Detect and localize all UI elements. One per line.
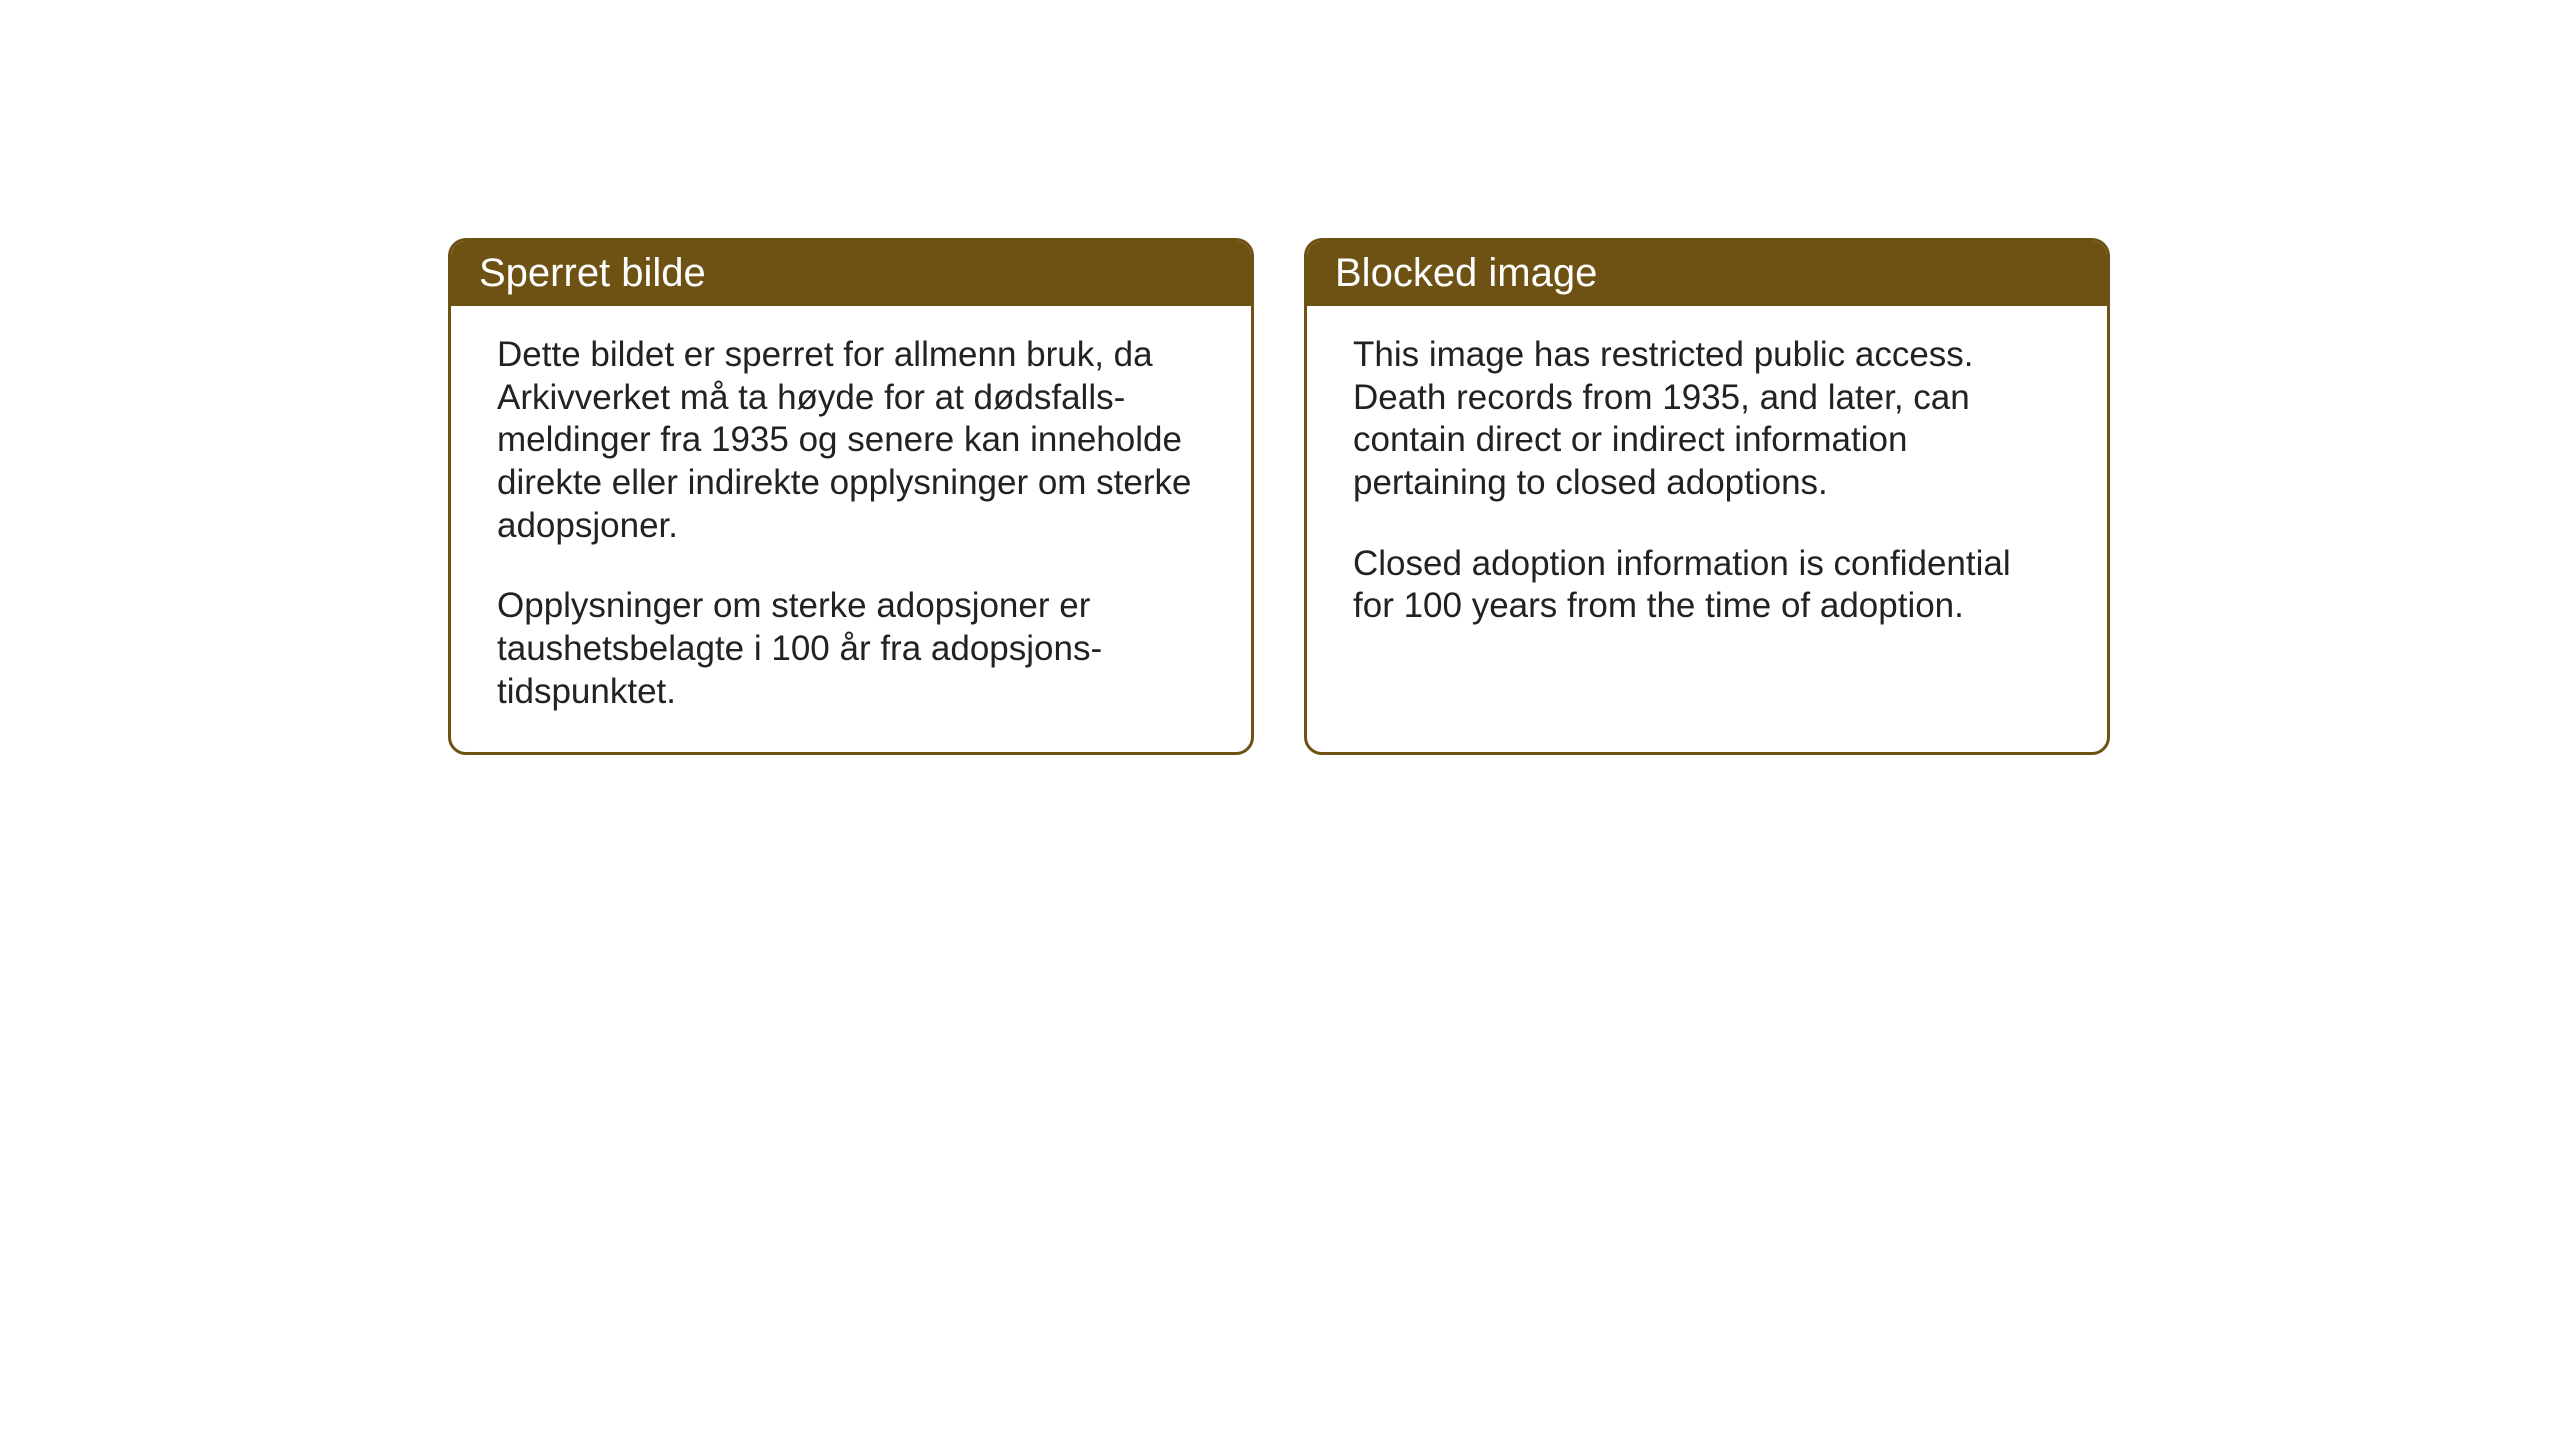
card-body-norwegian: Dette bildet er sperret for allmenn bruk… [451, 306, 1251, 752]
card-header-norwegian: Sperret bilde [451, 241, 1251, 306]
card-norwegian: Sperret bilde Dette bildet er sperret fo… [448, 238, 1254, 755]
card-paragraph-2-english: Closed adoption information is confident… [1353, 543, 2061, 628]
card-title-english: Blocked image [1335, 251, 1597, 295]
card-paragraph-1-english: This image has restricted public access.… [1353, 334, 2061, 505]
cards-container: Sperret bilde Dette bildet er sperret fo… [0, 0, 2560, 755]
card-body-english: This image has restricted public access.… [1307, 306, 2107, 666]
card-english: Blocked image This image has restricted … [1304, 238, 2110, 755]
card-header-english: Blocked image [1307, 241, 2107, 306]
card-title-norwegian: Sperret bilde [479, 251, 706, 295]
card-paragraph-2-norwegian: Opplysninger om sterke adopsjoner er tau… [497, 585, 1205, 713]
card-paragraph-1-norwegian: Dette bildet er sperret for allmenn bruk… [497, 334, 1205, 547]
